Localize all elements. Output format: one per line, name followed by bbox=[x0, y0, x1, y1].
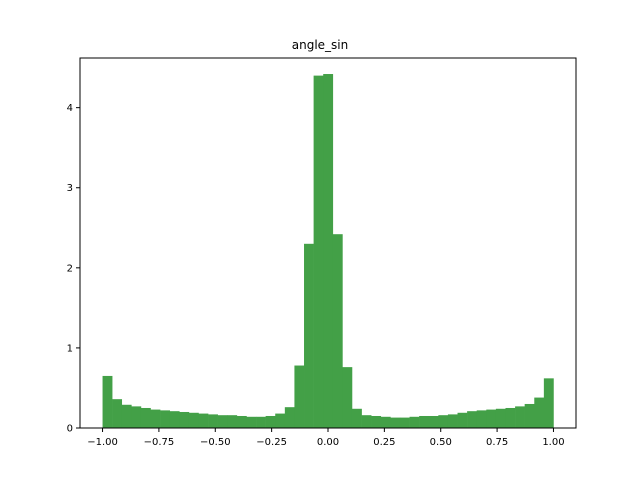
histogram-bar bbox=[457, 412, 468, 428]
histogram-bar bbox=[131, 406, 142, 428]
y-tick-label: 4 bbox=[67, 103, 73, 114]
histogram-bar bbox=[515, 406, 525, 428]
histogram-bar bbox=[380, 416, 391, 428]
histogram-bar bbox=[409, 416, 420, 428]
x-axis-ticks: −1.00 −0.75 −0.50 −0.25 0.00 0.25 0.50 0.75 1.00 bbox=[87, 428, 565, 448]
plot-frame bbox=[79, 57, 577, 429]
y-axis-ticks: 0 1 2 3 4 bbox=[67, 103, 80, 435]
y-tick-label: 2 bbox=[67, 263, 73, 274]
histogram-bar bbox=[294, 365, 305, 428]
histogram-bar bbox=[495, 408, 506, 428]
histogram-bar bbox=[323, 74, 334, 429]
histogram-bar bbox=[246, 416, 257, 428]
histogram-bar bbox=[265, 415, 276, 428]
histogram-bar bbox=[371, 415, 382, 428]
histogram-bar bbox=[236, 415, 247, 428]
histogram-bar bbox=[275, 413, 286, 428]
histogram-bar bbox=[121, 404, 132, 428]
histogram-bar bbox=[179, 411, 190, 428]
histogram-bar bbox=[304, 243, 314, 428]
x-tick-label: 0.75 bbox=[486, 437, 508, 448]
histogram-bar bbox=[390, 417, 401, 428]
x-tick-label: 0.00 bbox=[317, 437, 339, 448]
histogram-bar bbox=[188, 412, 199, 428]
histogram-bar bbox=[284, 407, 295, 428]
histogram-bar bbox=[399, 417, 410, 428]
histogram-bar bbox=[543, 378, 554, 428]
histogram-bar bbox=[198, 413, 209, 428]
x-tick-label: −0.75 bbox=[144, 437, 175, 448]
histogram-bar bbox=[217, 415, 228, 428]
chart-title: angle_sin bbox=[292, 38, 348, 52]
histogram-bar bbox=[102, 375, 113, 428]
histogram-bar bbox=[208, 414, 218, 428]
x-tick-label: 0.25 bbox=[373, 437, 395, 448]
histogram-bar bbox=[419, 415, 430, 428]
histogram-bar bbox=[505, 407, 516, 428]
histogram-bar bbox=[476, 410, 487, 428]
histogram-bar bbox=[112, 399, 123, 428]
histogram-bar bbox=[428, 415, 439, 428]
histogram-bar bbox=[524, 403, 535, 428]
y-tick-label: 0 bbox=[67, 424, 73, 435]
histogram-bar bbox=[467, 411, 477, 428]
histogram-bar bbox=[486, 409, 497, 428]
x-tick-label: −1.00 bbox=[87, 437, 118, 448]
histogram-bar bbox=[342, 367, 353, 428]
histogram-bar bbox=[332, 234, 343, 428]
histogram-bar bbox=[169, 411, 180, 428]
x-tick-label: −0.25 bbox=[256, 437, 287, 448]
histogram-bar bbox=[256, 416, 266, 428]
histogram-bar bbox=[140, 407, 151, 428]
x-tick-label: 1.00 bbox=[542, 437, 564, 448]
histogram-bar bbox=[351, 408, 362, 428]
histogram-bar bbox=[227, 415, 238, 428]
histogram-bar bbox=[313, 75, 324, 429]
x-tick-label: −0.50 bbox=[200, 437, 231, 448]
y-tick-label: 3 bbox=[67, 183, 73, 194]
bars-group bbox=[102, 74, 554, 429]
histogram-bar bbox=[160, 410, 170, 428]
histogram-bar bbox=[150, 409, 161, 428]
y-tick-label: 1 bbox=[67, 343, 73, 354]
histogram-bar bbox=[447, 414, 458, 428]
x-tick-label: 0.50 bbox=[430, 437, 452, 448]
histogram-bar bbox=[438, 415, 449, 428]
histogram-bar bbox=[361, 415, 372, 428]
histogram-bar bbox=[534, 397, 545, 428]
